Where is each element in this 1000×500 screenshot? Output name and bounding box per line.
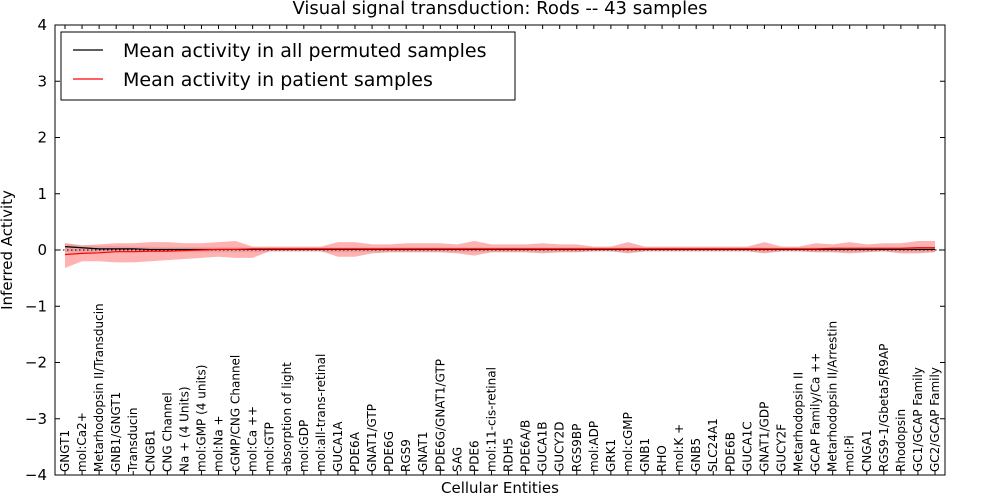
x-tick-label: GNAT1/GTP — [365, 404, 379, 472]
x-tick-label: cGMP/CNG Channel — [229, 355, 243, 472]
x-tick-label: CNGA1 — [860, 430, 874, 473]
x-tick-label: GUCA1A — [331, 421, 345, 472]
x-tick-label: GUCA1B — [536, 421, 550, 472]
x-tick-label: SAG — [450, 447, 464, 472]
x-tick-label: GUCY2D — [553, 422, 567, 472]
y-tick-label: 2 — [37, 129, 47, 147]
x-tick-label: GC2/GCAP Family — [928, 367, 942, 472]
x-tick-label: Transducin — [126, 408, 140, 473]
x-tick-label: GNB1 — [638, 438, 652, 472]
x-tick-label: mol:Na + — [212, 415, 226, 472]
x-tick-label: Rhodopsin — [894, 409, 908, 472]
x-tick-label: GUCY2F — [774, 424, 788, 472]
x-tick-label: RGS9 — [399, 439, 413, 472]
y-axis-ticks: −4 −3 −2 −1 0 1 2 3 4 — [25, 16, 945, 484]
x-tick-label: SLC24A1 — [706, 418, 720, 472]
x-tick-label: mol:K + — [672, 424, 686, 472]
x-tick-label: mol:ADP — [587, 421, 601, 472]
x-tick-label: GNGT1 — [58, 430, 72, 472]
x-axis-ticks: GNGT1 mol:Ca2+ Metarhodopsin II/Transducin… — [58, 25, 942, 475]
x-tick-label: mol:GDP — [297, 420, 311, 472]
x-axis-label: Cellular Entities — [441, 479, 559, 497]
x-tick-label: GNAT1 — [416, 431, 430, 472]
x-tick-label: CNGB1 — [143, 429, 157, 472]
x-tick-label: mol:Ca ++ — [246, 406, 260, 472]
x-tick-label: RGS9BP — [570, 424, 584, 472]
x-tick-label: Metarhodopsin II/Transducin — [92, 303, 106, 472]
x-tick-label: mol:GTP — [263, 422, 277, 472]
x-tick-label: Metarhodopsin II — [792, 372, 806, 472]
x-tick-label: RHO — [655, 445, 669, 472]
x-tick-label: mol:Ca2+ — [75, 412, 89, 472]
x-tick-label: mol:Pi — [843, 435, 857, 472]
y-tick-label: −4 — [25, 466, 47, 484]
y-tick-label: −1 — [25, 297, 47, 315]
legend-box — [60, 31, 516, 101]
series-line-patient — [64, 247, 935, 256]
x-tick-label: GCAP Family/Ca ++ — [809, 353, 823, 472]
x-tick-label: GNB5 — [689, 438, 703, 472]
y-tick-label: −2 — [25, 354, 47, 372]
band-patient — [65, 241, 935, 268]
x-tick-label: PDE6A/B — [519, 420, 533, 472]
x-tick-label: absorption of light — [280, 362, 294, 472]
x-tick-label: GUCA1C — [740, 421, 754, 472]
legend: Mean activity in all permuted samples Me… — [60, 31, 516, 101]
series-lines — [55, 246, 945, 256]
x-tick-label: PDE6A — [348, 431, 362, 472]
y-tick-label: 1 — [37, 185, 47, 203]
legend-entry-patient: Mean activity in patient samples — [123, 69, 433, 91]
y-tick-label: 4 — [37, 16, 47, 34]
x-tick-label: GC1/GCAP Family — [911, 367, 925, 472]
x-tick-label: GRK1 — [604, 439, 618, 472]
x-tick-label: Metarhodopsin II/Arrestin — [826, 321, 840, 472]
y-axis-label: Inferred Activity — [0, 190, 16, 310]
x-tick-label: PDE6 — [467, 440, 481, 472]
legend-entry-permuted: Mean activity in all permuted samples — [123, 40, 486, 62]
x-tick-label: mol:all-trans-retinal — [314, 354, 328, 472]
x-tick-label: mol:cGMP — [621, 412, 635, 472]
x-tick-label: PDE6B — [723, 432, 737, 472]
x-tick-label: PDE6G/GNAT1/GTP — [433, 359, 447, 472]
x-tick-label: RGS9-1/Gbeta5/R9AP — [877, 344, 891, 472]
x-tick-label: Na + (4 Units) — [177, 386, 191, 472]
x-tick-label: PDE6G — [382, 431, 396, 472]
chart-title: Visual signal transduction: Rods -- 43 s… — [292, 0, 707, 19]
x-tick-label: GNAT1/GDP — [757, 402, 771, 472]
x-tick-label: GNB1/GNGT1 — [109, 392, 123, 472]
x-tick-label: mol:11-cis-retinal — [484, 367, 498, 472]
x-tick-label: mol:GMP (4 units) — [194, 365, 208, 472]
y-tick-label: 0 — [37, 241, 47, 259]
x-tick-label: CNG Channel — [160, 392, 174, 472]
x-tick-label: RDH5 — [502, 438, 516, 472]
y-tick-label: −3 — [25, 410, 47, 428]
y-tick-label: 3 — [37, 72, 47, 90]
